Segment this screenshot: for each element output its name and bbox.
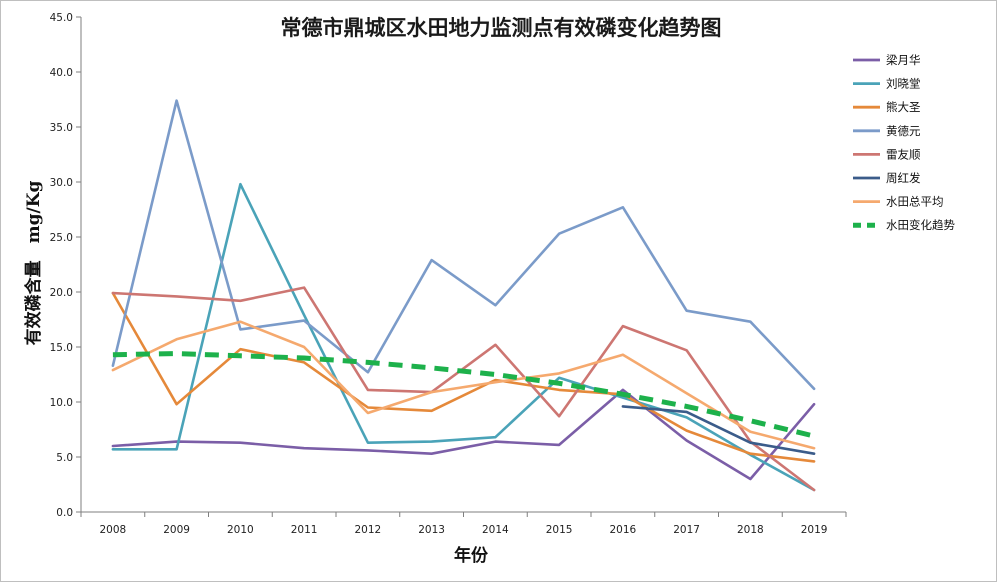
series-line bbox=[621, 405, 816, 456]
y-tick-label: 45.0 bbox=[50, 12, 73, 24]
y-tick-label: 0.0 bbox=[56, 507, 73, 519]
x-tick-label: 2011 bbox=[291, 524, 318, 536]
x-tick-label: 2015 bbox=[546, 524, 573, 536]
x-axis-ticks: 2008 2009 2010 2011 2012 2013 2014 2015 2016 2017… bbox=[80, 512, 847, 536]
x-tick-label: 2012 bbox=[355, 524, 382, 536]
x-tick-label: 2019 bbox=[801, 524, 828, 536]
legend-label: 刘晓堂 bbox=[886, 77, 921, 91]
x-tick-label: 2010 bbox=[227, 524, 254, 536]
x-tick-label: 2016 bbox=[610, 524, 637, 536]
y-tick-label: 15.0 bbox=[50, 342, 73, 354]
legend-label: 黄德元 bbox=[886, 124, 921, 138]
series-line bbox=[111, 182, 816, 492]
series-line bbox=[111, 99, 816, 391]
series-line bbox=[111, 286, 816, 492]
chart-title: 常德市鼎城区水田地力监测点有效磷变化趋势图 bbox=[281, 15, 722, 40]
y-tick-label: 30.0 bbox=[50, 177, 73, 189]
series-lines bbox=[111, 99, 816, 492]
legend-label: 水田总平均 bbox=[886, 195, 944, 209]
y-tick-label: 40.0 bbox=[50, 67, 73, 79]
x-tick-label: 2017 bbox=[673, 524, 700, 536]
series-line bbox=[111, 291, 816, 463]
y-tick-label: 25.0 bbox=[50, 232, 73, 244]
x-tick-label: 2013 bbox=[418, 524, 445, 536]
series-line bbox=[111, 388, 816, 481]
x-tick-label: 2008 bbox=[100, 524, 127, 536]
series-line bbox=[111, 320, 816, 450]
y-tick-label: 5.0 bbox=[56, 452, 73, 464]
y-axis-title: 有效磷含量 mg/Kg bbox=[23, 181, 44, 346]
legend-label: 雷友顺 bbox=[886, 147, 921, 161]
series-line bbox=[112, 351, 815, 439]
x-tick-label: 2014 bbox=[482, 524, 509, 536]
legend-label: 梁月华 bbox=[886, 53, 921, 67]
y-tick-label: 35.0 bbox=[50, 122, 73, 134]
x-axis-title: 年份 bbox=[454, 545, 489, 566]
legend-label: 周红发 bbox=[886, 171, 921, 185]
x-tick-label: 2018 bbox=[737, 524, 764, 536]
y-axis-ticks: 0.0 5.0 10.0 15.0 20.0 25.0 30.0 35.0 40.0 45.0 bbox=[50, 12, 81, 519]
y-tick-label: 20.0 bbox=[50, 287, 73, 299]
legend-label: 水田变化趋势 bbox=[886, 218, 955, 232]
legend-label: 熊大圣 bbox=[886, 100, 921, 114]
x-tick-label: 2009 bbox=[163, 524, 190, 536]
y-tick-label: 10.0 bbox=[50, 397, 73, 409]
